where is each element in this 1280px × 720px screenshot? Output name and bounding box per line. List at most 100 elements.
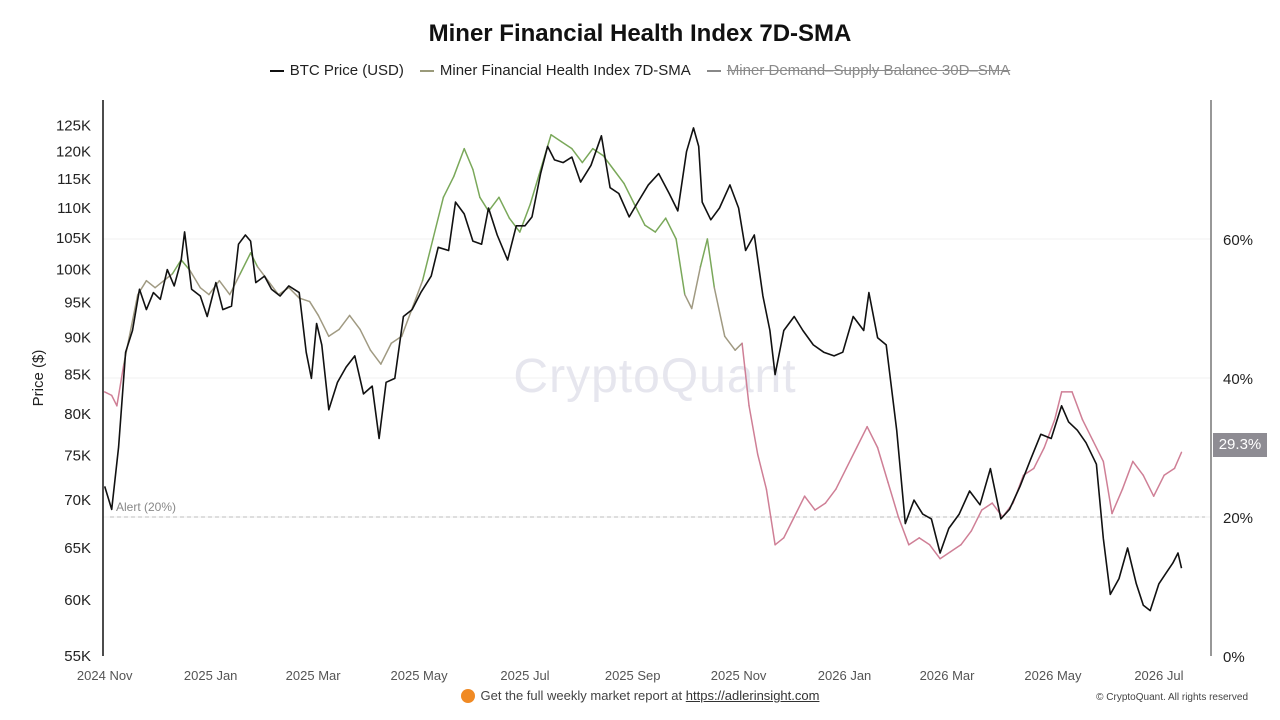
health-index-segment	[400, 307, 413, 338]
x-tick-label: 2026 Jul	[1134, 668, 1183, 683]
health-index-segment	[442, 175, 455, 199]
alert-label: Alert (20%)	[116, 500, 176, 514]
health-index-segment	[421, 238, 434, 282]
x-tick-label: 2025 May	[391, 668, 449, 683]
x-tick-label: 2024 Nov	[77, 668, 133, 683]
health-index-segment	[130, 293, 139, 331]
health-index-segment	[991, 502, 1004, 518]
y-right-tick-label: 40%	[1223, 371, 1253, 388]
health-index-segment	[713, 286, 726, 338]
health-index-segment	[981, 502, 993, 511]
health-index-segment	[897, 516, 910, 546]
health-index-segment	[348, 314, 361, 331]
series-layer	[103, 127, 1183, 612]
y-right-tick-label: 0%	[1223, 649, 1245, 666]
health-index-segment	[308, 300, 320, 317]
health-index-segment	[560, 140, 573, 150]
health-index-segment	[581, 147, 594, 164]
health-index-segment	[814, 502, 827, 511]
y-left-tick-label: 65K	[64, 540, 91, 557]
health-index-segment	[1071, 391, 1084, 421]
health-index-segment	[1043, 418, 1056, 449]
health-index-segment	[1033, 446, 1046, 470]
health-index-segment	[1102, 460, 1113, 515]
y-axis-title-left: Price ($)	[30, 350, 47, 407]
health-index-segment	[706, 238, 716, 289]
health-index-segment	[734, 342, 743, 351]
health-index-segment	[756, 453, 768, 490]
current-value-badge: 29.3%	[1213, 433, 1267, 457]
x-tick-label: 2025 Mar	[286, 668, 342, 683]
health-index-segment	[1121, 460, 1134, 490]
alert-threshold: Alert (20%)	[110, 500, 1205, 518]
x-tick-label: 2025 Sep	[605, 668, 661, 683]
y-left-tick-label: 70K	[64, 492, 91, 509]
copyright-text: © CryptoQuant. All rights reserved	[1096, 692, 1248, 703]
y-right-tick-label: 20%	[1223, 510, 1253, 527]
health-index-segment	[690, 266, 702, 310]
health-index-segment	[1142, 474, 1155, 497]
health-index-segment	[939, 551, 952, 560]
health-index-segment	[571, 147, 584, 164]
health-index-segment	[380, 342, 393, 365]
health-index-segment	[765, 488, 776, 546]
y-left-tick-label: 100K	[56, 262, 91, 279]
health-index-segment	[723, 335, 736, 351]
health-index-segment	[741, 342, 750, 407]
health-index-segment	[328, 328, 340, 338]
health-index-segment	[835, 467, 848, 490]
health-index-segment	[591, 147, 604, 157]
health-index-segment	[529, 168, 542, 205]
y-right-tick-label: 60%	[1223, 232, 1253, 249]
health-index-segment	[145, 279, 156, 289]
health-index-segment	[1081, 418, 1094, 442]
health-index-segment	[1092, 439, 1105, 463]
health-index-segment	[684, 293, 693, 310]
health-index-segment	[453, 147, 465, 178]
y-left-tick-label: 105K	[56, 230, 91, 247]
health-index-segment	[369, 349, 382, 365]
legend-item-btc-price[interactable]: BTC Price (USD)	[269, 62, 404, 79]
health-index-segment	[1111, 488, 1124, 515]
health-index-segment	[472, 168, 481, 199]
legend-item-health-index[interactable]: Miner Financial Health Index 7D-SMA	[419, 62, 691, 79]
health-index-segment	[229, 273, 241, 296]
watermark-text: CryptoQuant	[513, 350, 796, 403]
health-index-segment	[928, 544, 941, 560]
health-index-segment	[908, 537, 920, 546]
health-index-segment	[487, 196, 500, 212]
legend-item-demand-supply[interactable]: Miner Demand–Supply Balance 30D–SMA	[706, 62, 1010, 79]
health-index-segment	[633, 203, 646, 226]
legend-label-health-index: Miner Financial Health Index 7D-SMA	[439, 62, 691, 79]
health-index-segment	[675, 238, 686, 296]
axes: 55K 60K 65K 70K 75K 80K 85K 90K 95K 100K 105K 110K 1…	[30, 100, 1253, 683]
health-index-segment	[949, 544, 962, 553]
health-index-segment	[960, 530, 973, 546]
footer-link[interactable]: https://adlerinsight.com	[685, 688, 820, 703]
y-left-tick-label: 125K	[56, 117, 91, 134]
health-index-segment	[110, 394, 118, 407]
footer: Get the full weekly market report at htt…	[0, 688, 1280, 703]
footer-text: Get the full weekly market report at	[480, 688, 683, 703]
health-index-segment	[1053, 391, 1063, 421]
health-index-segment	[876, 446, 889, 483]
health-index-segment	[699, 238, 709, 268]
health-index-segment	[866, 425, 879, 449]
health-index-segment	[154, 279, 165, 289]
y-left-tick-label: 55K	[64, 648, 91, 665]
legend-swatch-health-index	[419, 69, 434, 72]
y-left-tick-label: 95K	[64, 295, 91, 312]
health-index-segment	[664, 217, 677, 240]
legend-swatch-btc-price	[269, 69, 284, 72]
health-index-segment	[612, 168, 625, 185]
health-index-segment	[845, 446, 858, 470]
health-index-segment	[359, 328, 372, 351]
health-index-segment	[317, 314, 330, 338]
legend-swatch-demand-supply	[706, 69, 721, 72]
health-index-segment	[189, 269, 202, 289]
health-index-segment	[103, 391, 113, 397]
health-index-segment	[432, 196, 445, 240]
health-index-segment	[855, 425, 868, 449]
y-left-tick-label: 85K	[64, 367, 91, 384]
